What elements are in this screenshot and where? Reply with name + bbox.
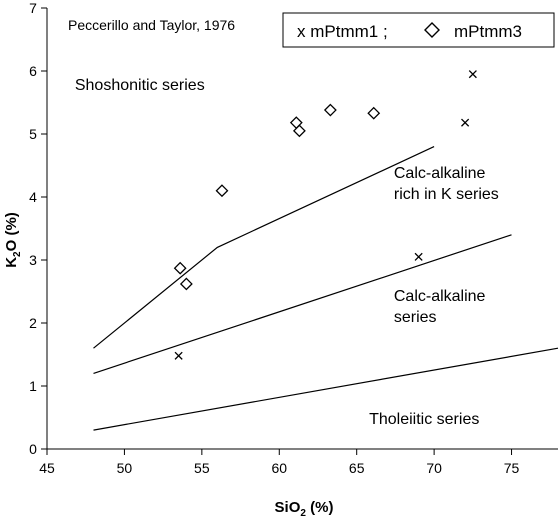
data-point-mptmm1 bbox=[414, 252, 423, 261]
y-tick-label: 2 bbox=[29, 315, 37, 331]
data-point-mptmm1 bbox=[468, 70, 477, 79]
high-k-boundary bbox=[93, 234, 512, 374]
region-label-line: Calc-alkaline bbox=[394, 165, 486, 182]
legend-label-mptmm1: x mPtmm1 ; bbox=[297, 22, 388, 41]
data-point-mptmm3 bbox=[367, 106, 381, 120]
data-point-mptmm3 bbox=[179, 277, 193, 291]
x-axis-title: SiO2 (%) bbox=[275, 499, 334, 519]
data-markers bbox=[173, 70, 477, 360]
region-label-line: Calc-alkaline bbox=[394, 288, 486, 305]
source-label: Peccerillo and Taylor, 1976 bbox=[68, 17, 235, 33]
data-point-mptmm3 bbox=[323, 103, 337, 117]
x-tick-label: 45 bbox=[39, 460, 55, 476]
region-label-line: Tholeiitic series bbox=[369, 411, 479, 428]
legend-label-mptmm3: mPtmm3 bbox=[454, 22, 522, 41]
y-axis-title-main: K bbox=[3, 257, 20, 268]
region-label-line: rich in K series bbox=[394, 186, 499, 203]
region-label: Calc-alkaline rich in K series bbox=[394, 165, 499, 203]
region-label: Tholeiitic series bbox=[369, 411, 479, 428]
x-tick-label: 75 bbox=[504, 460, 520, 476]
y-tick-label: 4 bbox=[29, 189, 37, 205]
legend: x mPtmm1 ; mPtmm3 bbox=[282, 12, 555, 48]
y-tick-label: 6 bbox=[29, 63, 37, 79]
region-label: Shoshonitic series bbox=[75, 77, 205, 94]
y-tick-label: 3 bbox=[29, 252, 37, 268]
region-labels: Shoshonitic series Calc-alkaline rich in K… bbox=[75, 77, 499, 428]
y-axis-title-unit: O (%) bbox=[3, 212, 20, 251]
x-tick-label: 60 bbox=[271, 460, 287, 476]
data-point-mptmm3 bbox=[173, 261, 187, 275]
x-axis-title-sub: 2 bbox=[300, 508, 306, 519]
region-label: Calc-alkaline series bbox=[394, 288, 486, 326]
x-tick-label: 65 bbox=[349, 460, 365, 476]
y-tick-label: 7 bbox=[29, 0, 37, 16]
x-tick-label: 70 bbox=[426, 460, 442, 476]
y-tick-label: 0 bbox=[29, 441, 37, 457]
y-tick-label: 5 bbox=[29, 126, 37, 142]
plot-frame bbox=[46, 8, 558, 450]
calc-alkaline-boundary bbox=[93, 347, 559, 431]
legend-box bbox=[282, 12, 555, 48]
data-point-mptmm3 bbox=[292, 124, 306, 138]
data-point-mptmm1 bbox=[174, 351, 183, 360]
region-label-line: series bbox=[394, 309, 437, 326]
y-axis-title: K2O (%) bbox=[3, 212, 23, 268]
shoshonitic-boundary bbox=[93, 146, 435, 349]
x-axis-title-main: SiO bbox=[275, 499, 301, 516]
x-tick-label: 50 bbox=[117, 460, 133, 476]
legend-diamond-icon bbox=[424, 22, 440, 38]
x-tick-label: 55 bbox=[194, 460, 210, 476]
boundary-lines bbox=[93, 146, 559, 431]
y-tick-label: 1 bbox=[29, 378, 37, 394]
x-axis-title-unit: (%) bbox=[306, 499, 334, 516]
y-axis-title-sub: 2 bbox=[12, 251, 23, 257]
data-point-mptmm3 bbox=[215, 184, 229, 198]
data-point-mptmm1 bbox=[461, 118, 470, 127]
region-label-line: Shoshonitic series bbox=[75, 77, 205, 94]
